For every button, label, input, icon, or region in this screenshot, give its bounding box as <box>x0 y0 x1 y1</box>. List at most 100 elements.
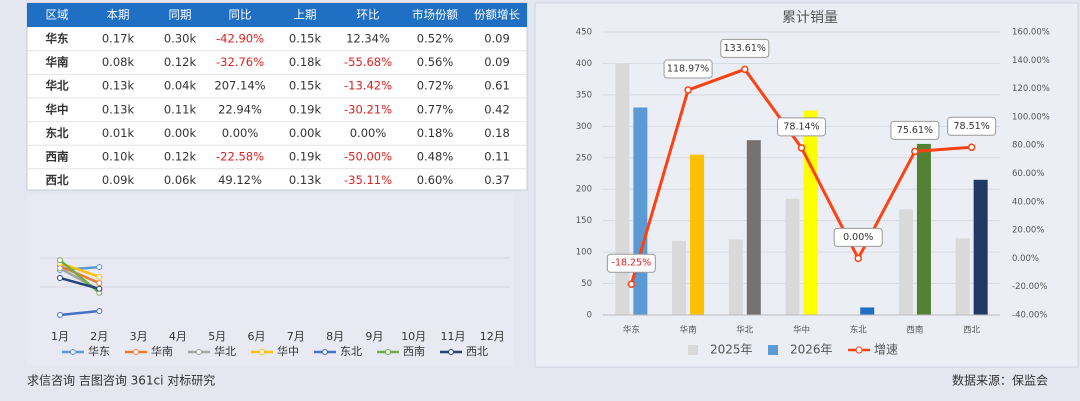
cell: 0.37 <box>484 173 510 187</box>
bar <box>898 209 913 315</box>
legend-label: 2026年 <box>790 343 833 357</box>
y2-tick-label: 20.00% <box>1012 226 1044 236</box>
cell: 0.42 <box>484 102 510 116</box>
mini-x-label: 10月 <box>401 330 426 343</box>
growth-marker <box>684 86 692 94</box>
y-tick-label: 450 <box>576 28 592 38</box>
mini-x-label: 8月 <box>326 330 344 343</box>
x-tick-label: 华北 <box>736 325 754 336</box>
cell: 西南 <box>46 150 69 164</box>
cell: 0.19k <box>289 150 322 164</box>
legend-swatch <box>688 345 698 355</box>
cell: -30.21% <box>344 102 392 116</box>
y2-tick-label: 40.00% <box>1012 197 1044 207</box>
y2-tick-label: -40.00% <box>1012 311 1047 321</box>
label-box <box>947 116 997 136</box>
y-tick-label: 250 <box>576 153 592 163</box>
data-label: 118.97% <box>667 64 709 75</box>
label-box <box>777 117 826 137</box>
mini-panel <box>27 195 513 365</box>
cell: 0.19k <box>289 102 322 116</box>
cell: -32.76% <box>216 55 264 69</box>
growth-marker <box>854 254 862 263</box>
y2-tick-label: 0.00% <box>1012 254 1039 264</box>
legend-label: 华南 <box>151 344 173 358</box>
cell: 0.18% <box>417 126 454 140</box>
growth-marker <box>797 144 806 152</box>
y-tick-label: 350 <box>576 90 592 100</box>
column-header: 同期 <box>169 8 192 22</box>
mini-marker <box>96 280 103 287</box>
cell: 0.18k <box>289 55 322 69</box>
mini-marker <box>57 257 63 264</box>
cell: 22.94% <box>218 102 262 116</box>
footer-right: 数据来源：保监会 <box>952 373 1048 388</box>
cell: -13.42% <box>344 79 392 93</box>
legend-label: 华北 <box>214 344 236 358</box>
cell: 0.61 <box>484 79 510 93</box>
legend-label: 西北 <box>466 345 488 358</box>
label-box <box>890 120 940 140</box>
mini-marker <box>96 273 103 280</box>
x-tick-label: 西北 <box>963 326 981 336</box>
cell: 0.00% <box>350 126 387 140</box>
data-label: -18.25% <box>612 258 652 269</box>
y2-tick-label: 100.00% <box>1012 112 1050 122</box>
column-header: 市场份额 <box>412 8 458 22</box>
legend-marker <box>259 349 265 355</box>
data-label: 78.14% <box>783 121 819 132</box>
bar <box>746 140 761 315</box>
cell: 东北 <box>46 126 69 140</box>
y-tick-label: 100 <box>576 248 592 258</box>
legend-marker <box>196 349 202 355</box>
cell: 0.15k <box>289 79 322 93</box>
x-tick-label: 东北 <box>850 325 868 336</box>
x-tick-label: 华中 <box>793 325 810 336</box>
bar <box>633 107 648 315</box>
bar <box>690 154 705 315</box>
cell: 0.30k <box>164 32 197 46</box>
column-header: 份额增长 <box>474 8 520 22</box>
mini-line <box>59 264 100 285</box>
mini-x-label: 5月 <box>208 330 226 343</box>
x-tick-label: 华南 <box>680 325 697 336</box>
legend-label: 华中 <box>277 344 299 358</box>
x-tick-label: 西南 <box>906 325 923 336</box>
legend-marker <box>133 349 139 355</box>
cell: 华北 <box>46 79 69 93</box>
legend-label: 东北 <box>340 345 362 358</box>
cell: 0.60% <box>417 173 454 187</box>
legend-marker <box>322 349 328 355</box>
cell: -55.68% <box>344 55 392 69</box>
chart-title: 累计销量 <box>782 10 838 26</box>
cell: 0.56% <box>417 55 454 69</box>
label-box <box>720 38 770 58</box>
data-label: 75.61% <box>897 125 933 136</box>
mini-marker <box>57 274 63 281</box>
y-tick-label: 150 <box>576 216 592 226</box>
y2-tick-label: 60.00% <box>1012 169 1044 179</box>
y2-tick-label: 140.00% <box>1012 56 1050 66</box>
bar <box>860 307 875 315</box>
mini-x-label: 12月 <box>480 330 505 343</box>
cell: 0.04k <box>164 79 197 93</box>
mini-x-label: 6月 <box>248 330 266 343</box>
cell: 0.09 <box>484 55 510 69</box>
y-tick-label: 300 <box>576 122 592 132</box>
cell: 0.00% <box>222 126 259 140</box>
legend-marker <box>385 349 391 355</box>
cell: 0.00k <box>289 126 322 140</box>
legend-marker <box>855 346 863 354</box>
y-tick-label: 50 <box>581 279 592 289</box>
mini-x-label: 11月 <box>441 330 466 343</box>
bar <box>615 63 630 315</box>
mini-x-label: 2月 <box>90 330 108 343</box>
cell: 12.34% <box>346 32 390 46</box>
column-header: 本期 <box>107 8 130 22</box>
cell: 0.13k <box>102 79 135 93</box>
cell: -42.90% <box>216 32 264 46</box>
mini-x-label: 7月 <box>287 330 305 343</box>
cell: 0.17k <box>102 32 135 46</box>
cell: 0.01k <box>102 126 135 140</box>
